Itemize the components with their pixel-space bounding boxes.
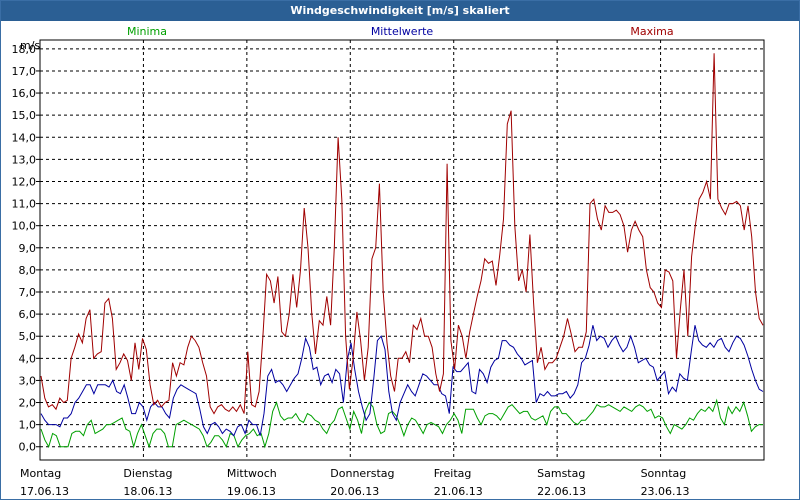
y-tick-label: 2,0 xyxy=(19,397,37,410)
y-tick-label: 9,0 xyxy=(19,242,37,255)
legend-maxima: Maxima xyxy=(630,25,673,38)
y-tick-label: 6,0 xyxy=(19,308,37,321)
x-tick-day: Montag xyxy=(20,467,61,480)
x-tick-date: 20.06.13 xyxy=(330,485,379,498)
y-tick-label: 7,0 xyxy=(19,286,37,299)
y-tick-label: 16,0 xyxy=(12,87,37,100)
y-tick-label: 11,0 xyxy=(12,198,37,211)
y-axis-label: m/s xyxy=(20,39,40,52)
x-axis: Montag 17.06.13 Dienstag 18.06.13 Mittwoch 19… xyxy=(20,467,690,498)
legend-minima: Minima xyxy=(127,25,167,38)
legend-mittelwerte: Mittelwerte xyxy=(371,25,434,38)
series-layer xyxy=(40,53,764,449)
y-tick-label: 0,0 xyxy=(19,441,37,454)
y-tick-label: 3,0 xyxy=(19,374,37,387)
y-axis: 0,0 1,0 2,0 3,0 4,0 5,0 6,0 7,0 8,0 9,0 10,0 11,0 12… xyxy=(12,43,40,454)
x-tick-day: Donnerstag xyxy=(330,467,394,480)
x-tick-date: 22.06.13 xyxy=(537,485,586,498)
chart-title: Windgeschwindigkeit [m/s] skaliert xyxy=(1,1,799,21)
x-tick-day: Dienstag xyxy=(123,467,172,480)
x-tick-date: 21.06.13 xyxy=(434,485,483,498)
y-tick-label: 4,0 xyxy=(19,352,37,365)
y-tick-label: 8,0 xyxy=(19,264,37,277)
y-tick-label: 10,0 xyxy=(12,220,37,233)
x-tick-day: Freitag xyxy=(434,467,472,480)
series-line-maxima xyxy=(40,53,764,415)
y-tick-label: 17,0 xyxy=(12,65,37,78)
x-tick-date: 23.06.13 xyxy=(641,485,690,498)
grid-lines xyxy=(40,40,764,460)
x-tick-date: 19.06.13 xyxy=(227,485,276,498)
x-tick-date: 17.06.13 xyxy=(20,485,69,498)
series-line-minima xyxy=(40,398,763,449)
y-tick-label: 5,0 xyxy=(19,330,37,343)
y-tick-label: 12,0 xyxy=(12,175,37,188)
legend: Minima Mittelwerte Maxima xyxy=(127,25,674,38)
x-tick-day: Samstag xyxy=(537,467,585,480)
x-tick-date: 18.06.13 xyxy=(123,485,172,498)
y-tick-label: 15,0 xyxy=(12,109,37,122)
x-tick-day: Sonntag xyxy=(641,467,687,480)
y-tick-label: 14,0 xyxy=(12,131,37,144)
y-tick-label: 1,0 xyxy=(19,419,37,432)
plot-area-border xyxy=(39,39,765,461)
y-tick-label: 18,0 xyxy=(12,43,37,56)
y-tick-label: 13,0 xyxy=(12,153,37,166)
x-tick-day: Mittwoch xyxy=(227,467,277,480)
